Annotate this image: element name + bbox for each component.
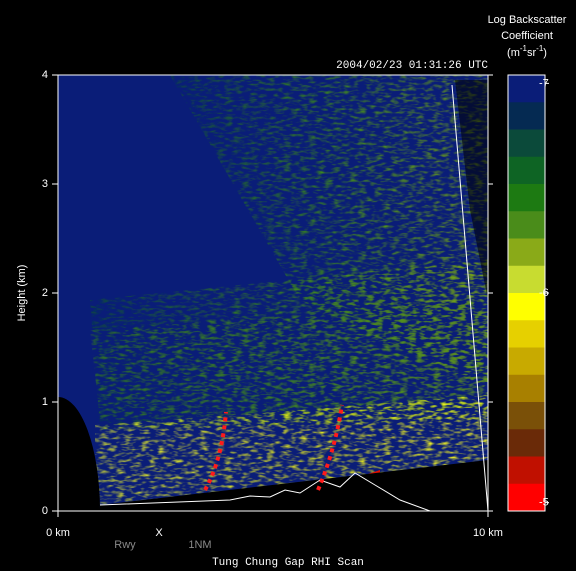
colorbar-band <box>508 102 545 130</box>
colorbar-tick-label: -7 <box>539 77 549 89</box>
chart-title: Tung Chung Gap RHI Scan <box>212 557 364 569</box>
x-tick-label: 10 km <box>473 527 503 539</box>
colorbar-title: Coefficient <box>501 30 553 42</box>
colorbar-band <box>508 265 545 294</box>
colorbar-band <box>508 347 545 376</box>
x-tick-label: 0 km <box>46 527 70 539</box>
y-tick-label: 4 <box>42 69 48 81</box>
y-tick-label: 0 <box>42 505 48 517</box>
colorbar-units: (m-1sr-1) <box>507 44 547 59</box>
colorbar-band <box>508 429 545 457</box>
colorbar-title: Log Backscatter <box>488 14 567 26</box>
backscatter-field <box>58 75 488 511</box>
timestamp: 2004/02/23 01:31:26 UTC <box>336 60 488 72</box>
y-tick-label: 1 <box>42 396 48 408</box>
colorbar-band <box>508 184 545 212</box>
units-part: sr <box>527 47 537 59</box>
colorbar-tick-label: -6 <box>539 287 549 299</box>
colorbar-band <box>508 238 545 267</box>
colorbar-band <box>508 483 545 512</box>
annotation: Rwy <box>114 539 136 551</box>
colorbar-band <box>508 75 545 103</box>
units-part: -1 <box>520 44 528 53</box>
units-part: -1 <box>536 44 544 53</box>
colorbar-band <box>508 456 545 485</box>
units-part: (m <box>507 47 520 59</box>
colorbar-band <box>508 320 545 348</box>
colorbar-tick-label: -5 <box>539 497 549 509</box>
colorbar-band <box>508 374 545 403</box>
units-part: ) <box>543 47 547 59</box>
colorbar-band <box>508 293 545 321</box>
y-tick-label: 2 <box>42 287 48 299</box>
y-tick-label: 3 <box>42 178 48 190</box>
annotation: 1NM <box>188 539 211 551</box>
colorbar-band <box>508 402 545 430</box>
annotation: X <box>155 527 163 539</box>
colorbar-band <box>508 211 545 239</box>
colorbar-band <box>508 156 545 185</box>
colorbar-band <box>508 129 545 158</box>
y-axis-label: Height (km) <box>16 265 28 322</box>
